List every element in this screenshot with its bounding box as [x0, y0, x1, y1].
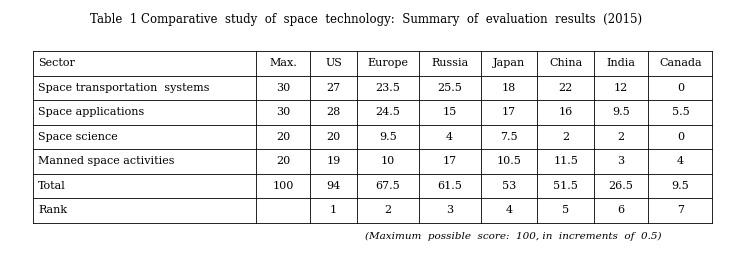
Text: 17: 17: [502, 108, 516, 118]
Text: 17: 17: [443, 156, 457, 166]
Text: 10.5: 10.5: [496, 156, 521, 166]
Text: Canada: Canada: [659, 58, 701, 68]
Text: 24.5: 24.5: [375, 108, 400, 118]
Text: Table  1 Comparative  study  of  space  technology:  Summary  of  evaluation  re: Table 1 Comparative study of space techn…: [90, 13, 643, 26]
Text: 0: 0: [677, 132, 684, 142]
Text: 10: 10: [380, 156, 395, 166]
Text: 16: 16: [559, 108, 572, 118]
Text: 9.5: 9.5: [612, 108, 630, 118]
Text: 11.5: 11.5: [553, 156, 578, 166]
Text: 23.5: 23.5: [375, 83, 400, 93]
Text: 5.5: 5.5: [671, 108, 689, 118]
Text: 5: 5: [562, 206, 570, 216]
Text: Rank: Rank: [38, 206, 67, 216]
Text: 1: 1: [330, 206, 337, 216]
Text: 20: 20: [276, 156, 290, 166]
Text: 20: 20: [326, 132, 341, 142]
Text: 53: 53: [502, 181, 516, 191]
Text: Sector: Sector: [38, 58, 75, 68]
Text: Space science: Space science: [38, 132, 118, 142]
Text: 7.5: 7.5: [500, 132, 517, 142]
Text: 2: 2: [384, 206, 391, 216]
Text: 94: 94: [326, 181, 341, 191]
Text: 9.5: 9.5: [379, 132, 397, 142]
Text: China: China: [549, 58, 582, 68]
Text: 6: 6: [618, 206, 625, 216]
Text: 30: 30: [276, 83, 290, 93]
Text: 67.5: 67.5: [375, 181, 400, 191]
Text: 20: 20: [276, 132, 290, 142]
Text: 100: 100: [272, 181, 294, 191]
Text: Space applications: Space applications: [38, 108, 144, 118]
Text: 51.5: 51.5: [553, 181, 578, 191]
Text: 19: 19: [326, 156, 341, 166]
Text: Manned space activities: Manned space activities: [38, 156, 174, 166]
Text: 4: 4: [506, 206, 512, 216]
Text: 25.5: 25.5: [438, 83, 463, 93]
Text: 26.5: 26.5: [608, 181, 633, 191]
Text: 15: 15: [443, 108, 457, 118]
Text: US: US: [325, 58, 342, 68]
Text: 61.5: 61.5: [438, 181, 463, 191]
Text: 3: 3: [618, 156, 625, 166]
Text: 9.5: 9.5: [671, 181, 689, 191]
Text: Russia: Russia: [431, 58, 468, 68]
Text: 3: 3: [446, 206, 453, 216]
Text: 7: 7: [677, 206, 684, 216]
Text: Japan: Japan: [493, 58, 525, 68]
Text: 27: 27: [326, 83, 341, 93]
Text: Europe: Europe: [367, 58, 408, 68]
Text: 30: 30: [276, 108, 290, 118]
Text: 0: 0: [677, 83, 684, 93]
Text: 18: 18: [502, 83, 516, 93]
Text: 2: 2: [562, 132, 570, 142]
Text: Space transportation  systems: Space transportation systems: [38, 83, 210, 93]
Text: (Maximum  possible  score:  100, in  increments  of  0.5): (Maximum possible score: 100, in increme…: [365, 231, 661, 241]
Text: 28: 28: [326, 108, 341, 118]
Text: 22: 22: [559, 83, 572, 93]
Text: 2: 2: [618, 132, 625, 142]
Text: 12: 12: [614, 83, 628, 93]
Text: 4: 4: [677, 156, 684, 166]
Text: India: India: [607, 58, 636, 68]
Text: Max.: Max.: [269, 58, 297, 68]
Text: 4: 4: [446, 132, 453, 142]
Text: Total: Total: [38, 181, 66, 191]
